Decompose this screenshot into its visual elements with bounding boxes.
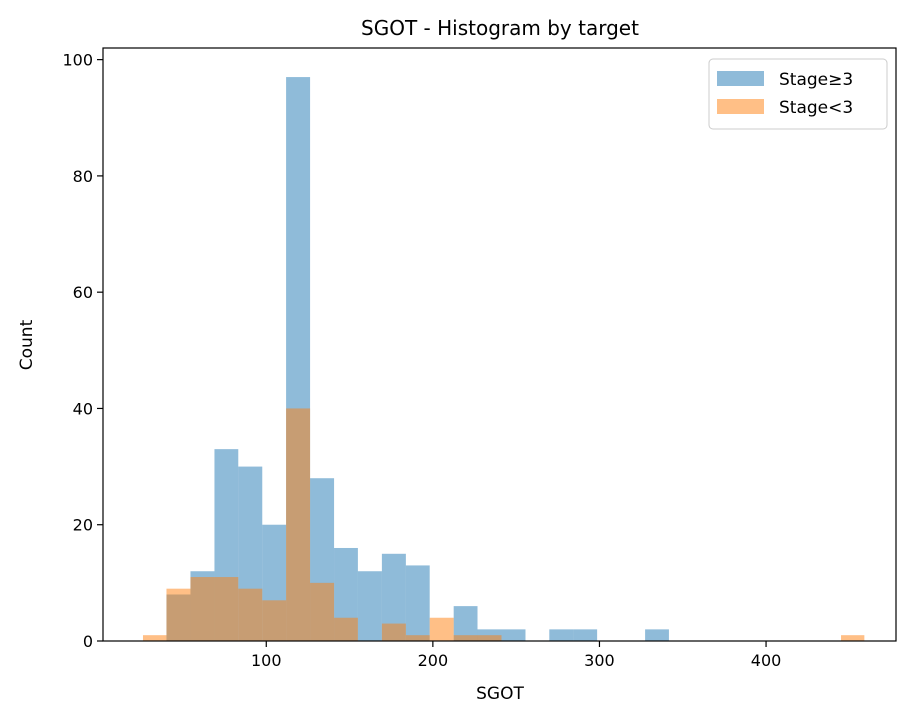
legend-swatch bbox=[717, 99, 764, 114]
y-axis-ticks: 0 20 40 60 80 100 bbox=[62, 51, 103, 651]
histogram-bar bbox=[214, 577, 239, 641]
histogram-bar bbox=[405, 635, 430, 641]
y-tick-label: 20 bbox=[73, 516, 93, 535]
histogram-bar bbox=[166, 588, 191, 641]
bars-group bbox=[142, 77, 865, 642]
legend-swatch bbox=[717, 71, 764, 86]
histogram-bar bbox=[190, 577, 215, 641]
legend-label: Stage≥3 bbox=[779, 70, 853, 90]
histogram-bar bbox=[501, 629, 526, 641]
histogram-bar bbox=[573, 629, 598, 641]
histogram-bar bbox=[310, 582, 335, 641]
plot-frame bbox=[102, 47, 897, 642]
histogram-bar bbox=[429, 617, 454, 641]
y-tick-label: 0 bbox=[83, 632, 93, 651]
histogram-bar bbox=[405, 565, 430, 641]
histogram-bar bbox=[334, 617, 358, 641]
histogram-bar bbox=[453, 635, 478, 641]
histogram-bar bbox=[357, 571, 382, 641]
y-tick-label: 100 bbox=[62, 51, 93, 70]
x-axis-label: SGOT bbox=[476, 684, 524, 704]
histogram-bar bbox=[841, 635, 865, 641]
y-tick-label: 80 bbox=[73, 167, 93, 186]
legend-label: Stage<3 bbox=[779, 98, 853, 118]
histogram-bar bbox=[549, 629, 574, 641]
histogram-bar bbox=[238, 588, 263, 641]
x-tick-label: 400 bbox=[751, 651, 782, 670]
chart-title: SGOT - Histogram by target bbox=[361, 16, 639, 40]
x-axis-ticks: 100 200 300 400 bbox=[251, 641, 781, 670]
histogram-bar bbox=[645, 629, 669, 641]
x-tick-label: 200 bbox=[418, 651, 449, 670]
histogram-bar bbox=[477, 635, 502, 641]
histogram-bar bbox=[142, 635, 167, 641]
histogram-bar bbox=[381, 623, 406, 641]
x-tick-label: 300 bbox=[584, 651, 615, 670]
y-tick-label: 60 bbox=[73, 283, 93, 302]
y-axis-label: Count bbox=[17, 319, 37, 370]
histogram-bar bbox=[262, 600, 287, 641]
x-tick-label: 100 bbox=[251, 651, 282, 670]
histogram-bar bbox=[453, 606, 478, 641]
histogram-bar bbox=[381, 553, 406, 641]
histogram-bar bbox=[286, 408, 311, 641]
legend: Stage≥3 Stage<3 bbox=[708, 58, 888, 130]
y-tick-label: 40 bbox=[73, 399, 93, 418]
